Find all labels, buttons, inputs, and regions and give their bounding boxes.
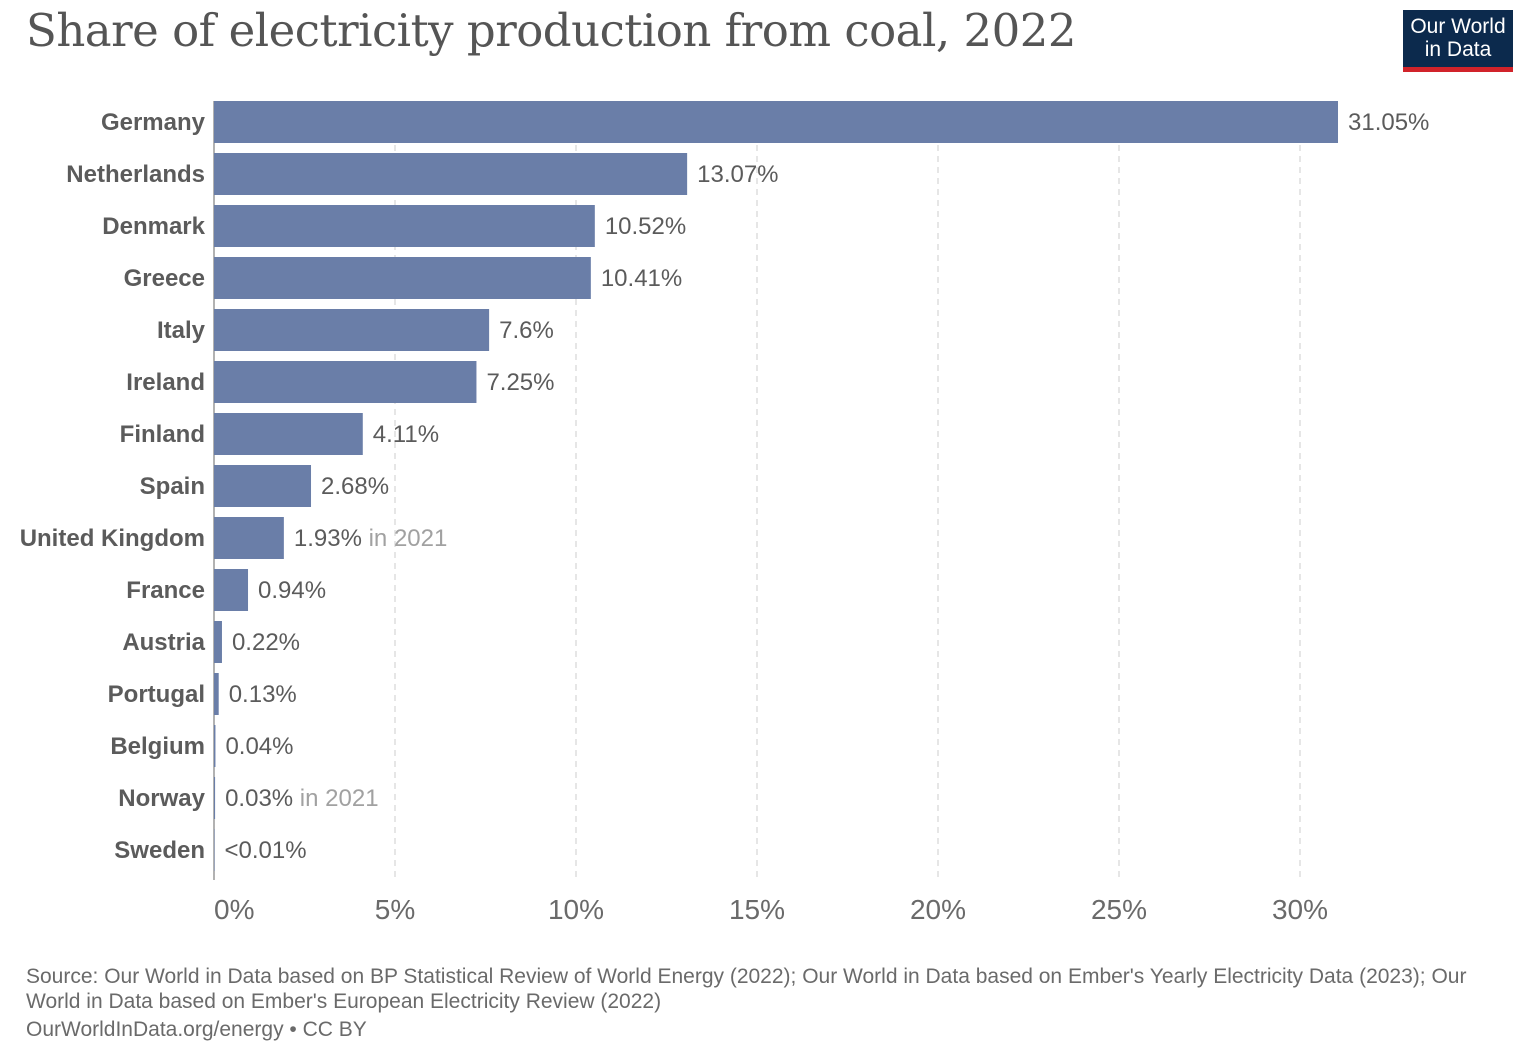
value-label: 0.13%	[229, 681, 297, 708]
logo-accent-bar	[1403, 67, 1513, 72]
category-label: Germany	[101, 109, 206, 136]
category-label: Finland	[120, 421, 205, 448]
x-tick-label: 5%	[375, 894, 415, 925]
value-label: 13.07%	[697, 161, 778, 188]
bar[interactable]	[214, 309, 490, 351]
bar[interactable]	[214, 205, 595, 247]
value-label: <0.01%	[225, 837, 307, 864]
x-tick-label: 15%	[729, 894, 785, 925]
bar[interactable]	[214, 777, 216, 819]
x-tick-label: 20%	[910, 894, 966, 925]
x-tick-label: 0%	[214, 894, 254, 925]
category-label: Spain	[140, 473, 205, 500]
x-tick-label: 25%	[1091, 894, 1147, 925]
bar[interactable]	[214, 621, 222, 663]
owid-logo[interactable]: Our World in Data	[1403, 10, 1513, 72]
value-label: 31.05%	[1348, 109, 1429, 136]
source-url[interactable]: OurWorldInData.org/energy • CC BY	[26, 1018, 367, 1041]
x-tick-label: 10%	[548, 894, 604, 925]
x-axis-ticks: 0% 5% 10% 15% 20% 25% 30%	[214, 894, 1328, 925]
bars	[214, 101, 1339, 871]
value-label: 7.25%	[486, 369, 554, 396]
value-label: 0.22%	[232, 629, 300, 656]
bar[interactable]	[214, 725, 216, 767]
bar[interactable]	[214, 829, 215, 871]
value-label: 2.68%	[321, 473, 389, 500]
category-label: Denmark	[102, 213, 205, 240]
bar[interactable]	[214, 413, 363, 455]
category-label: Portugal	[108, 681, 205, 708]
chart-footer: Source: Our World in Data based on BP St…	[26, 964, 1506, 1042]
bar[interactable]	[214, 361, 477, 403]
source-note: Source: Our World in Data based on BP St…	[26, 965, 1467, 1013]
category-label: France	[126, 577, 205, 604]
value-label: 0.03% in 2021	[225, 785, 378, 812]
bar[interactable]	[214, 673, 219, 715]
value-note: in 2021	[362, 525, 447, 552]
value-label: 4.11%	[373, 421, 439, 448]
bar[interactable]	[214, 153, 688, 195]
bar[interactable]	[214, 517, 284, 559]
category-label: Austria	[122, 629, 205, 656]
value-label: 10.41%	[601, 265, 682, 292]
x-tick-label: 30%	[1272, 894, 1328, 925]
bar[interactable]	[214, 465, 312, 507]
category-label: Italy	[157, 317, 206, 344]
bar[interactable]	[214, 101, 1339, 143]
category-label: Ireland	[126, 369, 205, 396]
bar[interactable]	[214, 569, 249, 611]
value-note: in 2021	[293, 785, 378, 812]
category-label: Belgium	[110, 733, 205, 760]
logo-line-2: in Data	[1424, 38, 1492, 61]
category-label: Norway	[118, 785, 205, 812]
bar[interactable]	[214, 257, 591, 299]
chart-title: Share of electricity production from coa…	[26, 4, 1077, 57]
logo-line-1: Our World	[1410, 15, 1506, 38]
category-label: Netherlands	[66, 161, 205, 188]
value-label: 0.94%	[258, 577, 326, 604]
value-label: 7.6%	[499, 317, 554, 344]
value-label: 1.93% in 2021	[294, 525, 447, 552]
category-label: United Kingdom	[20, 525, 205, 552]
category-label: Greece	[124, 265, 205, 292]
value-label: 0.04%	[225, 733, 293, 760]
labels: Germany 31.05% Netherlands 13.07% Denmark 10.…	[20, 109, 1430, 864]
value-label: 10.52%	[605, 213, 686, 240]
category-label: Sweden	[114, 837, 205, 864]
